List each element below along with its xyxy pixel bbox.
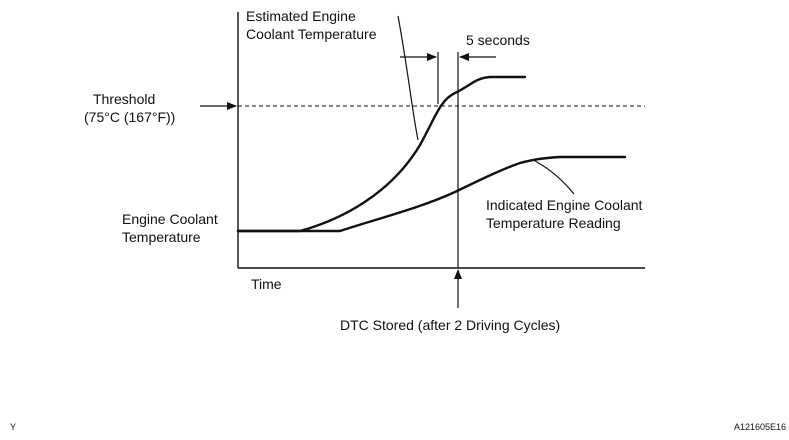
figure-id-label: A121605E16 [734, 422, 786, 432]
engine-coolant-label-line2: Temperature [122, 229, 201, 245]
estimated-leader-line [397, 15, 419, 141]
estimated-label-line2: Coolant Temperature [246, 26, 377, 42]
indicated-leader-line [534, 160, 575, 195]
threshold-label-line1: Threshold [93, 91, 155, 107]
indicated-label-line1: Indicated Engine Coolant [486, 197, 643, 213]
indicated-coolant-curve [236, 155, 627, 233]
indicated-label-line2: Temperature Reading [486, 215, 621, 231]
dtc-stored-label: DTC Stored (after 2 Driving Cycles) [340, 317, 560, 333]
threshold-label-line2: (75°C (167°F)) [84, 109, 175, 125]
corner-y-label: Y [10, 422, 16, 432]
five-seconds-label: 5 seconds [466, 32, 530, 48]
estimated-coolant-curve [236, 75, 527, 233]
estimated-label-line1: Estimated Engine [246, 8, 356, 24]
engine-coolant-label-line1: Engine Coolant [122, 211, 218, 227]
time-label: Time [251, 276, 282, 292]
